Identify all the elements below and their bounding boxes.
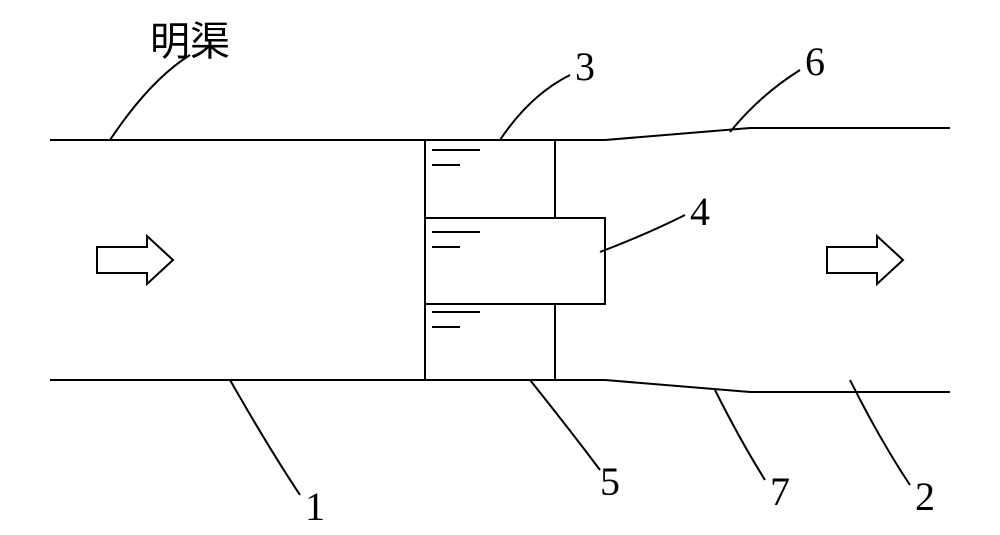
title-text: 明渠 [150, 19, 230, 64]
center-block [425, 218, 605, 304]
open-channel-diagram: 明渠 3 6 4 5 1 7 2 [0, 0, 1000, 535]
label-1: 1 [305, 484, 325, 529]
label-5: 5 [600, 459, 620, 504]
label-3: 3 [575, 44, 595, 89]
label-2: 2 [915, 474, 935, 519]
label-7: 7 [770, 469, 790, 514]
label-6: 6 [805, 39, 825, 84]
label-4: 4 [690, 189, 710, 234]
